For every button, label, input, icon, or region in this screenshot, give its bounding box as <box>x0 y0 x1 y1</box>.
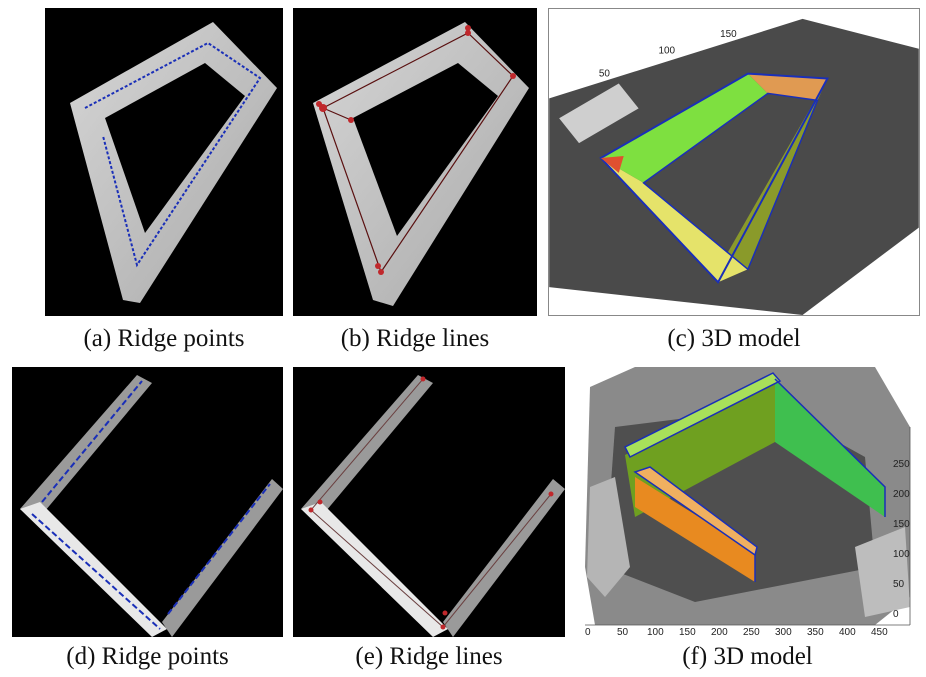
roof-face-top <box>747 73 828 101</box>
svg-text:50: 50 <box>893 579 905 590</box>
panel-e-image <box>293 367 565 637</box>
roof-orange <box>635 467 757 555</box>
svg-text:300: 300 <box>775 627 792 637</box>
panel-b-ridge-lines <box>293 8 537 316</box>
y-axis-ticks-f: 250 200 150 100 50 0 <box>893 459 910 620</box>
svg-text:0: 0 <box>585 627 591 637</box>
svg-text:150: 150 <box>893 519 910 530</box>
panel-e-ridge-lines <box>293 367 565 637</box>
caption-b: (b) Ridge lines <box>340 325 490 352</box>
roof-face-left <box>600 73 768 183</box>
axis-ticks-c: 50 100 150 <box>599 29 737 80</box>
svg-text:450: 450 <box>871 627 888 637</box>
ridge-nodes-b <box>316 25 516 275</box>
svg-text:100: 100 <box>647 627 664 637</box>
caption-c: (c) 3D model <box>667 325 801 352</box>
caption-e: (e) Ridge lines <box>355 643 503 670</box>
svg-text:250: 250 <box>743 627 760 637</box>
roof-face-bottom <box>600 158 748 283</box>
panel-d-ridge-points <box>12 367 283 637</box>
svg-text:200: 200 <box>711 627 728 637</box>
panel-b-image <box>293 8 537 316</box>
svg-text:50: 50 <box>599 69 611 80</box>
svg-text:400: 400 <box>839 627 856 637</box>
svg-text:150: 150 <box>720 29 737 40</box>
svg-text:0: 0 <box>893 609 899 620</box>
panel-a-image <box>45 8 283 316</box>
svg-text:200: 200 <box>893 489 910 500</box>
caption-d: (d) Ridge points <box>66 643 229 670</box>
wall-orange <box>635 477 755 582</box>
svg-text:250: 250 <box>893 459 910 470</box>
caption-f: (f) 3D model <box>682 643 813 670</box>
roof-green <box>625 373 780 457</box>
svg-text:150: 150 <box>679 627 696 637</box>
wall-green-right <box>775 379 885 517</box>
panel-f-image: 0 50 100 150 200 250 300 350 400 450 250… <box>575 367 920 637</box>
panel-d-image <box>12 367 283 637</box>
ridge-points-d <box>31 380 271 630</box>
caption-a: (a) Ridge points <box>83 325 245 352</box>
panel-c-3d-model: 50 100 150 <box>548 8 920 316</box>
ridge-nodes-e <box>308 376 554 630</box>
ridge-points-a <box>84 41 262 268</box>
panel-f-3d-model: 0 50 100 150 200 250 300 350 400 450 250… <box>575 367 920 637</box>
panel-a-ridge-points <box>45 8 283 316</box>
svg-text:100: 100 <box>893 549 910 560</box>
svg-text:100: 100 <box>658 46 675 57</box>
svg-text:50: 50 <box>617 627 629 637</box>
x-axis-ticks-f: 0 50 100 150 200 250 300 350 400 450 <box>585 627 888 637</box>
panel-c-image: 50 100 150 <box>549 9 919 315</box>
svg-text:350: 350 <box>807 627 824 637</box>
ridge-lines-e <box>310 378 552 628</box>
